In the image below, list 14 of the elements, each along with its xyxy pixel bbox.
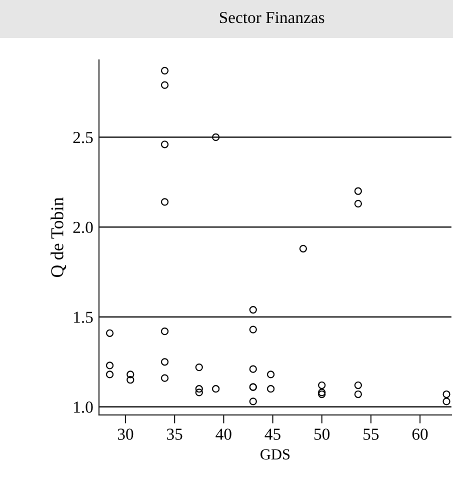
x-tick-label: 35 [167,428,182,440]
y-tick-label: 1.5 [74,312,93,323]
x-tick-label: 60 [412,428,428,440]
x-axis-title: GDS [260,449,290,460]
x-tick-label: 40 [216,428,232,440]
x-tick-label: 50 [314,428,330,440]
x-tick-label: 55 [364,428,379,440]
y-tick-label: 2.5 [73,132,93,144]
y-tick-label: 1.0 [74,402,93,413]
chart-title: Sector Finanzas [220,12,324,24]
y-tick-label: 2.0 [73,222,93,234]
y-axis-title: Q de Tobin [50,197,66,277]
x-tick-label: 30 [118,428,134,440]
x-tick-label: 45 [264,428,280,440]
